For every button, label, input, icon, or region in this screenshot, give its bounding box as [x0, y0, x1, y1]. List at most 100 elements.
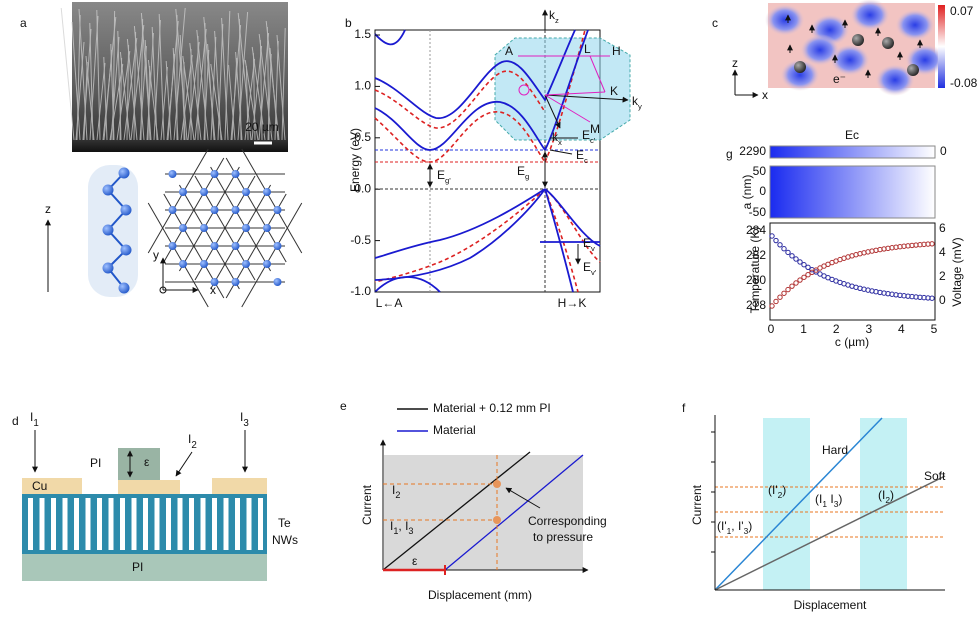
atom: [179, 188, 187, 196]
atom: [210, 206, 219, 214]
label-part: E: [582, 128, 590, 142]
gap: [166, 498, 171, 550]
y-tick-label: 0: [759, 184, 766, 198]
marker: [929, 295, 935, 301]
label: Cu: [32, 479, 47, 493]
gap: [120, 498, 125, 550]
subscript: z: [555, 16, 559, 25]
nanowire: [217, 23, 224, 141]
label: 2290: [739, 144, 766, 158]
ky-arrow: [544, 94, 629, 103]
y-tick-label: 1.0: [354, 79, 371, 93]
label: NWs: [272, 533, 298, 547]
subscript: y: [638, 102, 642, 111]
atom: [882, 37, 894, 49]
label: z: [732, 56, 738, 70]
point: [493, 516, 501, 524]
atom: [273, 278, 282, 286]
label: x: [210, 283, 216, 297]
atom: [102, 184, 114, 196]
atom: [118, 282, 130, 294]
atom: [794, 61, 806, 73]
subscript: 1: [393, 526, 398, 536]
cu-pad: [118, 480, 180, 494]
panel-label: c: [712, 16, 718, 30]
guides: [715, 486, 945, 538]
nanowire: [221, 17, 229, 141]
label-part: I: [392, 483, 395, 497]
nanowire: [214, 30, 222, 141]
atom: [210, 242, 219, 250]
label: to pressure: [533, 530, 593, 544]
marker: [777, 294, 783, 300]
pi-substrate: [22, 554, 267, 581]
subscript: g': [445, 176, 451, 185]
y-tick-label: 282: [746, 248, 766, 262]
label: K: [610, 84, 618, 98]
label-part: k: [632, 94, 639, 108]
atom: [179, 224, 187, 232]
heatmap: [769, 165, 936, 219]
nanowire: [228, 64, 236, 141]
marker: [805, 264, 811, 270]
lattice: [147, 148, 303, 308]
label-part: (I': [768, 483, 778, 497]
label: Corresponding: [528, 514, 607, 528]
nanowire: [130, 24, 145, 141]
nanowire: [126, 44, 130, 141]
nanowire: [210, 36, 217, 141]
y-tick-label: 0.5: [354, 130, 371, 144]
nanowire: [112, 10, 116, 141]
gap: [74, 498, 79, 550]
panel-f: [711, 415, 946, 591]
legend-label: Material: [433, 423, 476, 437]
gap: [143, 498, 148, 550]
subscript: 3: [408, 526, 413, 536]
atom: [242, 260, 250, 268]
label-part: I: [240, 410, 243, 424]
label: ε: [412, 554, 418, 568]
guides: [383, 455, 498, 570]
subscript: 3: [243, 418, 249, 429]
gap: [235, 498, 240, 550]
label-part: E: [437, 168, 445, 182]
nanowire: [146, 32, 154, 141]
plot-frame: [769, 222, 936, 321]
label: x: [762, 88, 768, 102]
label: Ec': [582, 128, 596, 144]
label: I1, I3: [390, 519, 413, 536]
nanowire: [230, 24, 242, 141]
nanowire: [237, 11, 249, 141]
panel-g: [769, 145, 936, 321]
panel-a: [45, 2, 303, 308]
label-part: E: [583, 236, 591, 250]
nanowire: [252, 52, 256, 141]
panel-e: [380, 408, 589, 575]
label-part: ): [782, 483, 786, 497]
label-part: E: [517, 164, 525, 178]
nanowire: [133, 25, 145, 141]
label: (I'2): [768, 483, 786, 500]
nanowire: [224, 10, 231, 141]
label: Hard: [822, 443, 848, 457]
lattice-line: [147, 148, 209, 254]
marker: [797, 259, 803, 265]
atom: [200, 188, 208, 196]
nanowire: [103, 56, 108, 141]
atom: [231, 206, 240, 214]
colorbar: [938, 5, 945, 88]
marker: [773, 298, 779, 305]
marker: [769, 303, 775, 309]
gap: [223, 498, 229, 550]
charge-blobs: [765, 0, 945, 96]
kx-arrow: [544, 94, 561, 129]
x-tick-label: 0: [768, 322, 775, 336]
label: (I2): [878, 488, 894, 505]
nanowire: [274, 40, 279, 141]
y-tick-label: -0.5: [350, 233, 371, 247]
y2-tick-label: 2: [939, 269, 946, 283]
nanowire: [119, 51, 131, 141]
y-tick-label: 0.0: [354, 181, 371, 195]
label-part: k: [549, 8, 556, 22]
